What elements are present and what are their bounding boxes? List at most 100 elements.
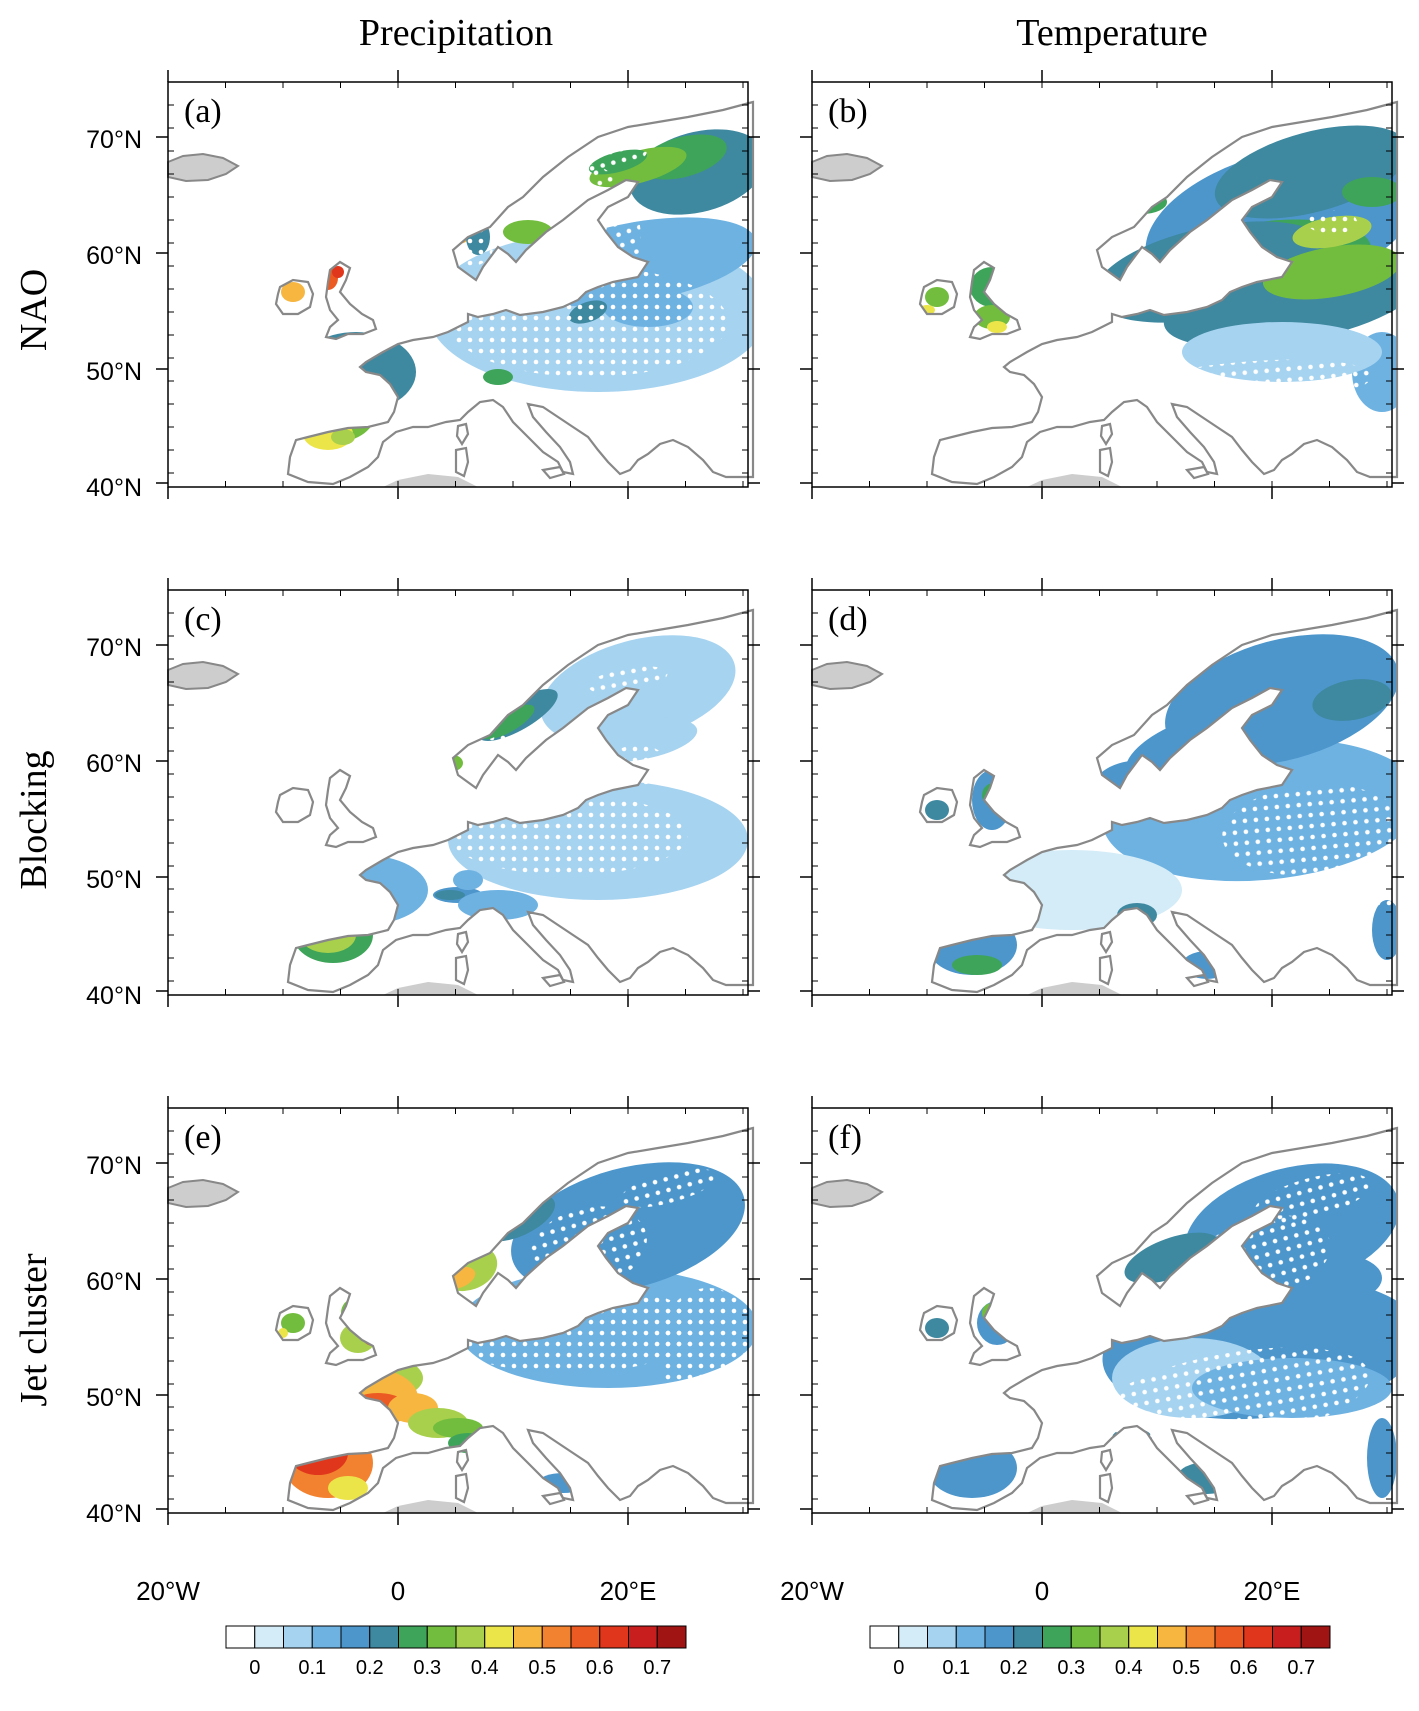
panel-frame — [167, 589, 749, 996]
coastline — [167, 1178, 240, 1209]
colorbar-swatch — [484, 1625, 514, 1649]
significance-stippling — [569, 147, 647, 177]
colorbar-swatch — [1300, 1625, 1331, 1649]
contour-region — [1372, 900, 1397, 960]
colorbar-swatch — [455, 1625, 486, 1649]
colorbar-tick-label: 0.3 — [1057, 1657, 1085, 1679]
colorbar-swatch — [1128, 1625, 1158, 1649]
panel-frame — [811, 589, 1393, 996]
africa-landmass — [1027, 982, 1122, 995]
contour-region — [925, 800, 949, 820]
coastline — [918, 786, 959, 824]
contour-region — [331, 429, 355, 445]
coastline — [540, 465, 566, 480]
africa-landmass — [383, 1500, 478, 1513]
colorbar-swatch — [628, 1625, 658, 1649]
coastline — [454, 446, 470, 478]
coastline — [930, 100, 1399, 486]
lat-label-60n: 60°N — [86, 242, 142, 270]
colorbar-swatch — [311, 1625, 342, 1649]
contour-region — [281, 282, 305, 302]
coastline — [968, 1286, 1022, 1367]
contour-region — [1367, 1418, 1397, 1498]
panel-e: (e) — [156, 1096, 760, 1525]
lon-label-20e: 20°E — [1244, 1576, 1301, 1606]
panel-frame — [167, 81, 749, 488]
lat-label-40n: 40°N — [86, 1500, 142, 1528]
contour-region — [328, 1476, 368, 1500]
colorbar-tick-label: 0.7 — [1287, 1657, 1315, 1679]
africa-landmass — [383, 982, 478, 995]
colorbar-precipitation: 0 0.1 0.2 0.3 0.4 0.5 0.6 0.7 — [225, 1625, 687, 1679]
colorbar-swatch — [513, 1625, 543, 1649]
africa-landmass — [1027, 1500, 1122, 1513]
colorbar-swatch — [225, 1625, 256, 1649]
colorbar-tick-label: 0.5 — [528, 1657, 556, 1679]
lat-labels-row-3: 70°N 60°N 50°N 40°N — [86, 1152, 142, 1528]
contour-region — [483, 369, 513, 385]
colorbar-swatch — [254, 1625, 284, 1649]
colorbar-swatch — [1214, 1625, 1245, 1649]
colorbar-swatch — [1070, 1625, 1101, 1649]
significance-stippling — [619, 1168, 717, 1208]
iceland-landmass — [812, 1180, 882, 1207]
colorbar-swatch — [570, 1625, 601, 1649]
colorbar-tick-label: 0.6 — [1230, 1657, 1258, 1679]
panel-label: (c) — [184, 601, 222, 638]
colorbar-swatch — [340, 1625, 371, 1649]
iceland-landmass — [812, 154, 882, 181]
coastline — [1099, 930, 1114, 955]
lon-label-20e: 20°E — [600, 1576, 657, 1606]
lon-labels-left: 20°W 0 20°E — [136, 1576, 656, 1606]
coastline — [930, 608, 1399, 994]
colorbar-swatch — [369, 1625, 399, 1649]
column-title-precipitation: Precipitation — [359, 12, 553, 54]
colorbar-swatch — [656, 1625, 687, 1649]
lon-label-0: 0 — [1035, 1576, 1049, 1606]
coastline — [811, 152, 884, 183]
panel-label: (e) — [184, 1119, 222, 1156]
coastline — [968, 260, 1022, 341]
coastline — [968, 768, 1022, 849]
significance-stippling — [658, 1288, 753, 1408]
colorbar-swatch — [1157, 1625, 1187, 1649]
africa-landmass — [383, 474, 478, 487]
lon-label-20w: 20°W — [136, 1576, 200, 1606]
colorbar-tick-label: 0.4 — [471, 1657, 499, 1679]
coastline — [454, 954, 470, 986]
coastline — [1098, 1472, 1114, 1504]
colorbar-tick-label: 0.7 — [643, 1657, 671, 1679]
lat-label-40n: 40°N — [86, 982, 142, 1010]
contour-region — [925, 287, 949, 307]
colorbar-tick-label: 0.1 — [298, 1657, 326, 1679]
coastline — [455, 1448, 470, 1473]
colorbar-tick-label: 0 — [893, 1657, 904, 1679]
coastline — [167, 660, 240, 691]
lon-label-0: 0 — [391, 1576, 405, 1606]
colorbar-tick-label: 0.1 — [942, 1657, 970, 1679]
contour-region — [987, 321, 1007, 333]
row-title-blocking: Blocking — [13, 750, 55, 889]
lon-labels-right: 20°W 0 20°E — [780, 1576, 1300, 1606]
lat-label-40n: 40°N — [86, 474, 142, 502]
colorbar-temperature: 0 0.1 0.2 0.3 0.4 0.5 0.6 0.7 — [869, 1625, 1331, 1679]
lat-label-60n: 60°N — [86, 750, 142, 778]
lat-labels-row-2: 70°N 60°N 50°N 40°N — [86, 634, 142, 1010]
row-title-jet-cluster: Jet cluster — [13, 1253, 55, 1406]
coastline — [286, 100, 755, 486]
colorbar-swatch — [1042, 1625, 1072, 1649]
colorbar-swatch — [1013, 1625, 1043, 1649]
lon-label-20w: 20°W — [780, 1576, 844, 1606]
iceland-landmass — [812, 662, 882, 689]
colorbar-swatch — [283, 1625, 313, 1649]
colorbar-swatch — [1243, 1625, 1273, 1649]
coastline — [930, 1126, 1399, 1512]
significance-stippling — [668, 1378, 748, 1478]
contour-region — [453, 870, 483, 890]
significance-stippling — [1307, 210, 1357, 234]
coastline — [918, 1304, 959, 1342]
coastline — [811, 1178, 884, 1209]
lat-label-50n: 50°N — [86, 358, 142, 386]
coastline — [324, 260, 378, 341]
